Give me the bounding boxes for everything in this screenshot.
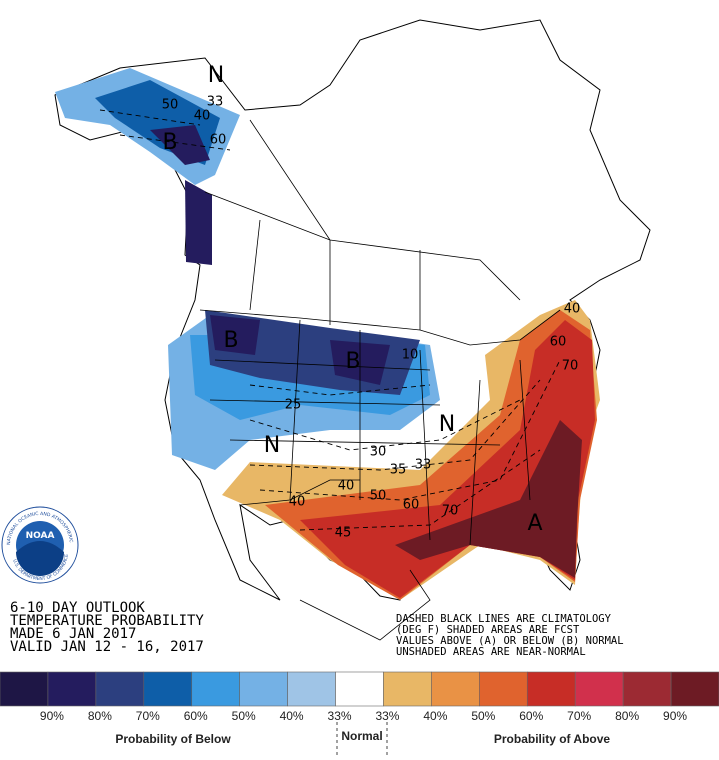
legend-label: 90% (40, 709, 64, 723)
legend-swatch (622, 671, 672, 707)
legend-swatch (239, 671, 288, 707)
map-label: 60 (403, 498, 420, 513)
map-label: 40 (289, 495, 306, 510)
note-line: VALUES ABOVE (A) OR BELOW (B) NORMAL (396, 635, 624, 647)
map-label: N (439, 412, 455, 437)
map: N 33 50 40 60 B B B 10 25 N N 30 35 33 4… (54, 19, 651, 641)
map-label: 33 (207, 95, 224, 110)
legend-label: 60% (519, 709, 543, 723)
legend-swatch (383, 671, 432, 707)
above-region (395, 420, 582, 578)
legend-swatch (479, 671, 528, 707)
note-line: (DEG F) SHADED AREAS ARE FCST (396, 624, 580, 636)
header-line: TEMPERATURE PROBABILITY (10, 613, 204, 629)
below-region (185, 180, 212, 265)
map-label: 45 (335, 526, 352, 541)
legend-label: 40% (423, 709, 447, 723)
legend-label: 80% (615, 709, 639, 723)
map-label: 40 (338, 479, 355, 494)
legend-caption: Normal (341, 729, 382, 743)
note-line: UNSHADED AREAS ARE NEAR-NORMAL (396, 646, 586, 658)
map-label: N (264, 433, 280, 458)
legend-swatch (526, 671, 576, 707)
legend-label: 33% (375, 709, 399, 723)
boundaries (199, 119, 561, 641)
map-label: 60 (210, 133, 227, 148)
map-label: 35 (390, 463, 407, 478)
legend-label: 70% (567, 709, 591, 723)
map-label: B (345, 349, 360, 374)
map-label: A (527, 511, 542, 536)
legend-caption: Probability of Below (115, 732, 231, 746)
legend-label: 70% (136, 709, 160, 723)
climatology-lines (99, 109, 561, 531)
legend-label: 40% (280, 709, 304, 723)
legend-label: 50% (232, 709, 256, 723)
below-region (150, 125, 210, 165)
logo-name: NOAA (26, 531, 55, 541)
map-label: 50 (370, 489, 387, 504)
legend-label: 80% (88, 709, 112, 723)
legend-label: 60% (184, 709, 208, 723)
map-label: 10 (402, 348, 419, 363)
map-label: B (223, 328, 238, 353)
legend-swatch (191, 671, 240, 707)
legend-swatch (335, 671, 384, 707)
map-label: 50 (162, 98, 179, 113)
map-label: N (208, 63, 224, 88)
map-label: 40 (194, 109, 211, 124)
map-label: 70 (562, 359, 579, 374)
header-line: 6-10 DAY OUTLOOK (10, 600, 145, 616)
map-label: 70 (442, 504, 459, 519)
legend: 90% 80% 70% 60% 50% 40% 33% 33% 40% 50% 60% 70% 80% 9… (0, 671, 719, 723)
legend-label: 50% (471, 709, 495, 723)
map-label: B (162, 130, 177, 155)
notes: DASHED BLACK LINES ARE CLIMATOLOGY (DEG … (396, 613, 624, 658)
note-line: DASHED BLACK LINES ARE CLIMATOLOGY (396, 613, 612, 625)
legend-swatch (47, 671, 97, 707)
map-label: 25 (285, 398, 302, 413)
legend-swatch (670, 671, 719, 707)
map-label: 30 (370, 445, 387, 460)
header: 6-10 DAY OUTLOOK TEMPERATURE PROBABILITY… (10, 600, 204, 655)
header-line: VALID JAN 12 - 16, 2017 (10, 639, 204, 655)
map-label: 33 (415, 458, 432, 473)
legend-caption: Probability of Above (494, 732, 611, 746)
legend-swatch (287, 671, 336, 707)
legend-swatch (143, 671, 193, 707)
legend-swatch (431, 671, 480, 707)
legend-swatch (95, 671, 145, 707)
map-label: 40 (564, 302, 581, 317)
below-region (210, 315, 390, 385)
legend-swatch (0, 671, 49, 707)
legend-label: 90% (663, 709, 687, 723)
map-label: 60 (550, 335, 567, 350)
legend-label: 33% (328, 709, 352, 723)
header-line: MADE 6 JAN 2017 (10, 626, 136, 642)
legend-swatch (574, 671, 624, 707)
logo-wave (16, 541, 64, 576)
